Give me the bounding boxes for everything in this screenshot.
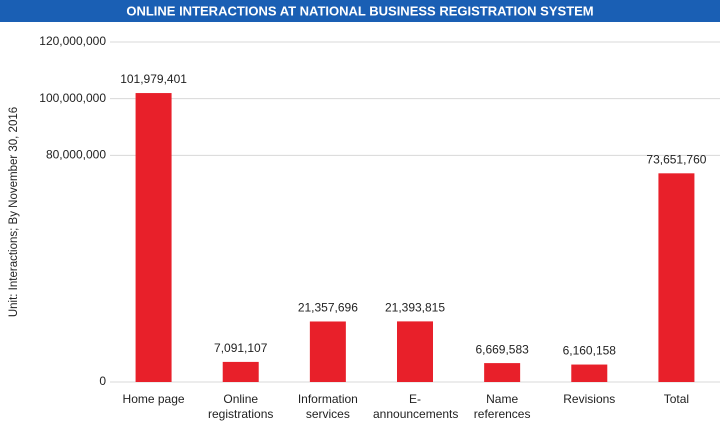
value-label: 6,160,158 xyxy=(563,344,617,358)
value-label: 101,979,401 xyxy=(120,72,187,86)
y-tick-label: 0 xyxy=(99,374,106,388)
bar xyxy=(135,93,172,383)
y-tick-label: 80,000,000 xyxy=(46,148,106,162)
value-label: 6,669,583 xyxy=(475,342,529,356)
value-label: 73,651,760 xyxy=(646,152,706,166)
bar xyxy=(484,363,521,382)
y-tick-label: 100,000,000 xyxy=(39,91,106,105)
x-tick-label: Online registrations xyxy=(208,392,274,421)
value-label: 21,393,815 xyxy=(385,301,445,315)
x-tick-label: E-announcements xyxy=(373,392,459,421)
value-label: 7,091,107 xyxy=(214,341,268,355)
bar xyxy=(658,173,695,382)
title-bar xyxy=(0,0,720,22)
x-tick-label: Home page xyxy=(122,392,185,406)
y-tick-label: 120,000,000 xyxy=(39,34,106,48)
chart-title: ONLINE INTERACTIONS AT NATIONAL BUSINESS… xyxy=(126,3,593,18)
bar xyxy=(571,364,608,382)
y-axis-label: Unit: Interactions; By November 30, 2016 xyxy=(8,107,20,317)
x-tick-label: Total xyxy=(663,392,690,406)
x-tick-label: Name references xyxy=(473,392,531,421)
bar xyxy=(309,321,346,382)
bar xyxy=(397,321,433,382)
x-tick-label: Information services xyxy=(297,392,358,421)
bar xyxy=(222,361,259,382)
value-label: 21,357,696 xyxy=(298,301,358,315)
x-tick-label: Revisions xyxy=(563,392,616,406)
